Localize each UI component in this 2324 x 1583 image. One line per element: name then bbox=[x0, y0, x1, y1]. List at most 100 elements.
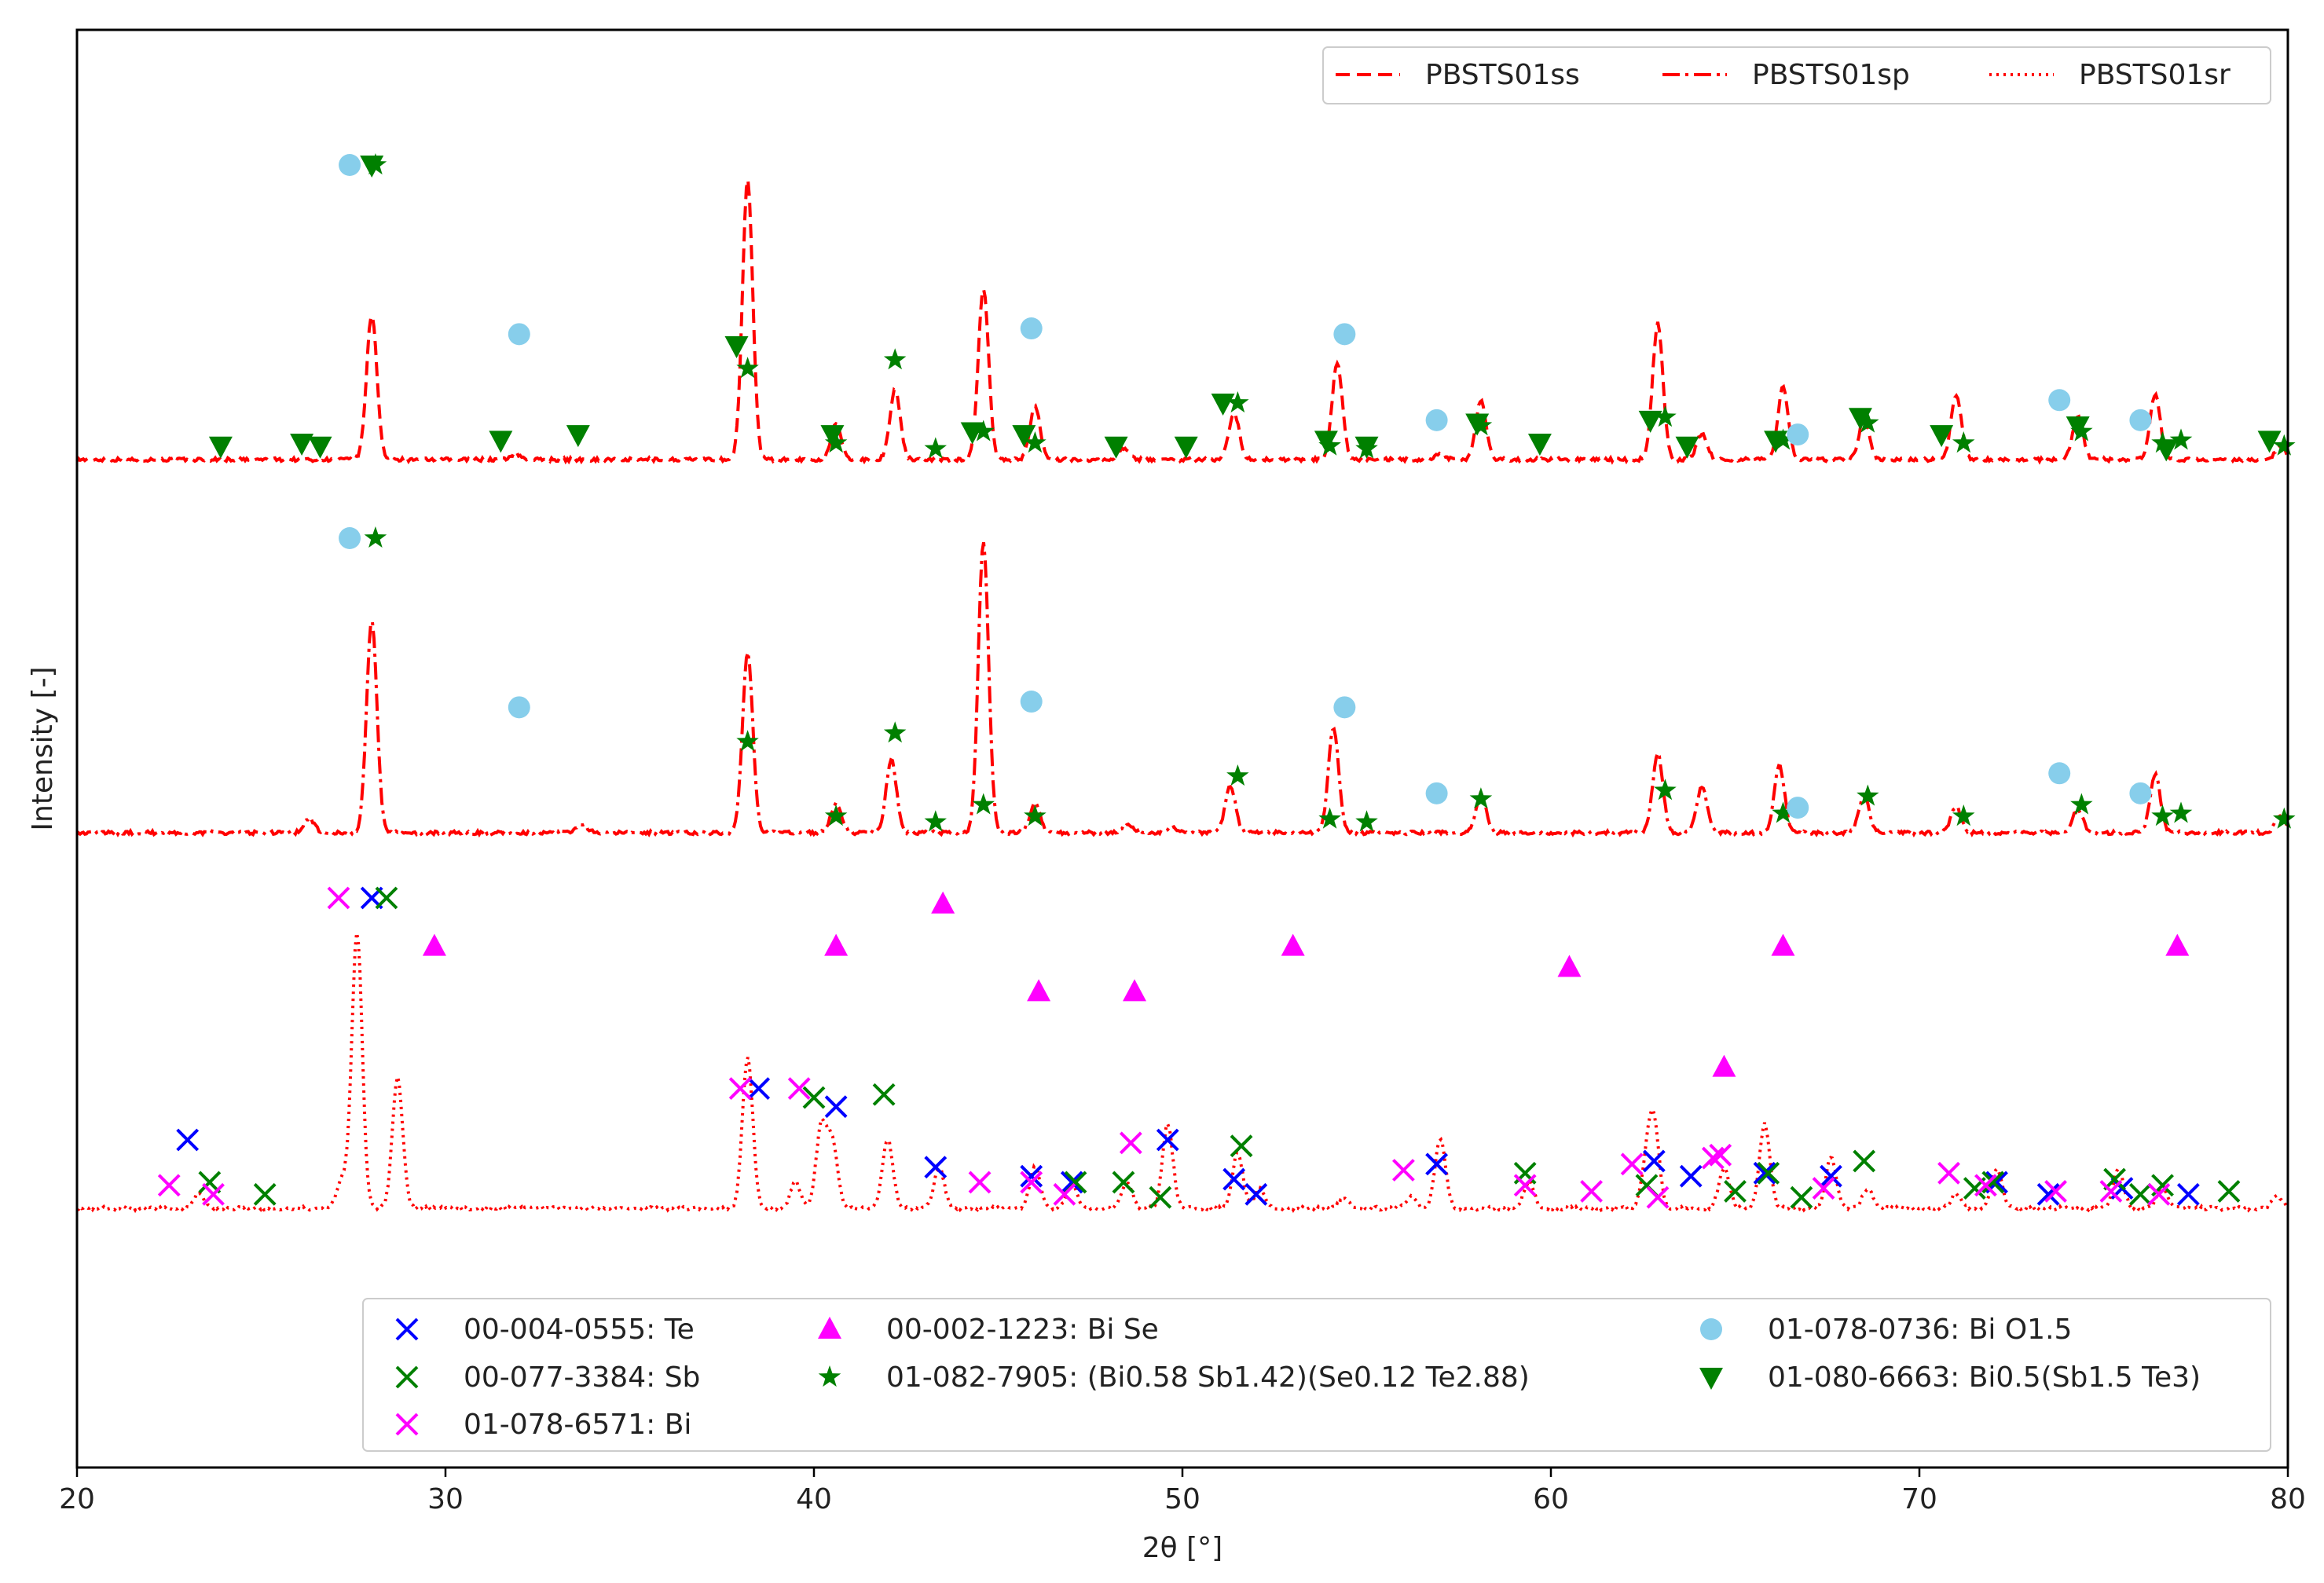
x-tick-label-6: 80 bbox=[2270, 1483, 2306, 1515]
ref-marker-01-078-6571-bi-2-10-stroke-b bbox=[1513, 1174, 1537, 1197]
ref-marker-01-078-6571-bi-2-17-stroke-b bbox=[1937, 1161, 1960, 1185]
ref-marker-01-078-6571-bi-2-5-stroke-b bbox=[968, 1171, 992, 1194]
ref-marker-01-082-7905-bi0-58-sb1-42-se0-12-te2-88-1-6 bbox=[1024, 804, 1047, 826]
ref-marker-01-078-6571-bi-2-15-stroke-b bbox=[1709, 1143, 1732, 1167]
ref-marker-01-080-6663-bi0-5-sb1-5-te3-0-8 bbox=[960, 422, 984, 445]
ref-marker-01-082-7905-bi0-58-sb1-42-se0-12-te2-88-0-18 bbox=[2273, 434, 2296, 456]
series-legend-label-pbsts01sr: PBSTS01sr bbox=[2079, 59, 2231, 91]
ref-marker-00-077-3384-sb-2-2-stroke-b bbox=[375, 886, 398, 910]
x-tick-label-1: 30 bbox=[427, 1483, 464, 1515]
ref-marker-00-004-0555-te-2-14-stroke-b bbox=[1820, 1164, 1842, 1188]
ref-marker-00-004-0555-te-2-3 bbox=[824, 1095, 848, 1119]
reference-legend-marker-01-078-6571-bi-stroke-b bbox=[395, 1413, 419, 1436]
x-tick-label-5: 70 bbox=[1901, 1483, 1937, 1515]
ref-marker-01-080-6663-bi0-5-sb1-5-te3-0-17 bbox=[1638, 410, 1662, 433]
reference-legend-marker-01-082-7905-bi0-58-sb1-42-se0-12-te2-88 bbox=[818, 1365, 841, 1387]
ref-marker-01-078-0736-bi-o1-5-0-1 bbox=[508, 323, 530, 346]
ref-marker-01-080-6663-bi0-5-sb1-5-te3-0-16 bbox=[1527, 434, 1552, 456]
ref-marker-00-077-3384-sb-2-1 bbox=[253, 1182, 277, 1206]
ref-marker-00-077-3384-sb-2-16 bbox=[1981, 1171, 2005, 1194]
ref-marker-00-004-0555-te-2-5-stroke-b bbox=[1020, 1164, 1043, 1188]
ref-marker-00-004-0555-te-2-9 bbox=[1244, 1182, 1268, 1206]
ref-marker-01-078-6571-bi-2-0-stroke-b bbox=[157, 1174, 181, 1197]
ref-marker-00-077-3384-sb-2-4 bbox=[872, 1083, 896, 1106]
ref-marker-01-082-7905-bi0-58-sb1-42-se0-12-te2-88-0-13 bbox=[1857, 411, 1879, 433]
ref-marker-00-002-1223-bi-se-2-0 bbox=[422, 933, 446, 956]
ref-marker-01-078-6571-bi-2-20 bbox=[2099, 1180, 2123, 1203]
ref-marker-00-002-1223-bi-se-2-7 bbox=[1712, 1054, 1736, 1077]
ref-marker-00-004-0555-te-2-11-stroke-b bbox=[1642, 1149, 1666, 1173]
ref-marker-01-078-6571-bi-2-18 bbox=[1974, 1174, 1997, 1197]
series-legend-label-pbsts01sp: PBSTS01sp bbox=[1752, 59, 1910, 91]
ref-marker-01-082-7905-bi0-58-sb1-42-se0-12-te2-88-0-7 bbox=[1226, 391, 1249, 413]
ref-marker-01-078-0736-bi-o1-5-1-6 bbox=[2048, 762, 2071, 785]
ref-marker-01-082-7905-bi0-58-sb1-42-se0-12-te2-88-0-5 bbox=[972, 420, 995, 442]
ref-marker-01-078-0736-bi-o1-5-1-0 bbox=[339, 527, 361, 549]
ref-marker-01-080-6663-bi0-5-sb1-5-te3-0-15 bbox=[1465, 413, 1490, 436]
ref-marker-01-078-6571-bi-2-9-stroke-b bbox=[1391, 1159, 1415, 1182]
series-legend-label-pbsts01ss: PBSTS01ss bbox=[1425, 59, 1580, 91]
ref-marker-01-078-0736-bi-o1-5-1-4 bbox=[1425, 782, 1448, 804]
ref-marker-00-004-0555-te-2-16 bbox=[2036, 1182, 2060, 1206]
ref-marker-01-082-7905-bi0-58-sb1-42-se0-12-te2-88-0-12 bbox=[1772, 428, 1794, 450]
ref-marker-01-078-0736-bi-o1-5-1-3 bbox=[1333, 696, 1356, 719]
ref-marker-01-078-6571-bi-2-1-stroke-b bbox=[202, 1182, 225, 1206]
ref-marker-01-080-6663-bi0-5-sb1-5-te3-0-1 bbox=[290, 434, 314, 456]
ref-marker-01-080-6663-bi0-5-sb1-5-te3-0-24 bbox=[2257, 431, 2282, 453]
ref-marker-00-004-0555-te-2-0-stroke-b bbox=[176, 1128, 200, 1152]
ref-marker-01-080-6663-bi0-5-sb1-5-te3-0-14 bbox=[1354, 436, 1379, 459]
ref-marker-00-004-0555-te-2-8 bbox=[1222, 1167, 1246, 1191]
ref-marker-01-078-0736-bi-o1-5-0-6 bbox=[2048, 389, 2071, 412]
ref-marker-01-078-6571-bi-2-8 bbox=[1119, 1131, 1142, 1155]
reference-legend: 00-004-0555: Te 00-077-3384: Sb 01-078-657… bbox=[362, 1298, 2271, 1452]
ref-marker-01-078-6571-bi-2-6 bbox=[1020, 1171, 1043, 1194]
ref-marker-00-004-0555-te-2-7 bbox=[1156, 1128, 1179, 1152]
ref-marker-01-080-6663-bi0-5-sb1-5-te3-0-0 bbox=[208, 436, 233, 459]
ref-marker-01-082-7905-bi0-58-sb1-42-se0-12-te2-88-1-1 bbox=[736, 730, 759, 752]
reference-legend-marker-01-080-6663-bi0-5-sb1-5-te3 bbox=[1699, 1368, 1723, 1390]
reference-legend-label-01-082-7905-bi0-58-sb1-42-se0-12-te2-88: 01-082-7905: (Bi0.58 Sb1.42)(Se0.12 Te2.… bbox=[886, 1361, 1530, 1394]
ref-marker-01-078-6571-bi-2-10 bbox=[1513, 1174, 1537, 1197]
ref-marker-01-078-6571-bi-2-21-stroke-b bbox=[2147, 1182, 2171, 1206]
ref-marker-01-078-6571-bi-2-18-stroke-b bbox=[1974, 1174, 1997, 1197]
ref-marker-01-082-7905-bi0-58-sb1-42-se0-12-te2-88-0-17 bbox=[2169, 428, 2193, 450]
ref-marker-00-002-1223-bi-se-2-8 bbox=[1771, 933, 1795, 956]
ref-marker-00-077-3384-sb-2-18 bbox=[2128, 1182, 2152, 1206]
ref-marker-01-078-6571-bi-2-11-stroke-b bbox=[1580, 1180, 1604, 1203]
ref-marker-01-082-7905-bi0-58-sb1-42-se0-12-te2-88-1-4 bbox=[924, 810, 947, 832]
ref-marker-00-077-3384-sb-2-6 bbox=[1112, 1171, 1135, 1194]
ref-marker-01-082-7905-bi0-58-sb1-42-se0-12-te2-88-1-10 bbox=[1469, 787, 1493, 809]
reference-legend-label-00-004-0555-te: 00-004-0555: Te bbox=[464, 1314, 695, 1346]
reference-legend-label-01-078-0736-bi-o1-5: 01-078-0736: Bi O1.5 bbox=[1768, 1314, 2072, 1346]
ref-marker-00-002-1223-bi-se-2-6 bbox=[1557, 955, 1582, 977]
ref-marker-01-078-6571-bi-2-17 bbox=[1937, 1161, 1960, 1185]
ref-marker-01-082-7905-bi0-58-sb1-42-se0-12-te2-88-1-13 bbox=[1857, 784, 1879, 806]
series-line-pbsts01ss bbox=[75, 179, 2289, 465]
ref-marker-01-078-0736-bi-o1-5-0-0 bbox=[339, 154, 361, 176]
ref-marker-01-080-6663-bi0-5-sb1-5-te3-0-12 bbox=[1211, 393, 1235, 416]
ref-marker-00-077-3384-sb-2-14-stroke-b bbox=[1853, 1149, 1876, 1173]
reference-legend-marker-01-078-6571-bi bbox=[395, 1413, 419, 1436]
ref-marker-01-082-7905-bi0-58-sb1-42-se0-12-te2-88-0-1 bbox=[736, 357, 759, 379]
ref-marker-01-078-6571-bi-2-8-stroke-b bbox=[1119, 1131, 1142, 1155]
ref-marker-00-004-0555-te-2-2-stroke-b bbox=[747, 1077, 771, 1100]
reference-legend-label-00-077-3384-sb: 00-077-3384: Sb bbox=[464, 1361, 700, 1394]
ref-marker-00-077-3384-sb-2-1-stroke-b bbox=[253, 1182, 277, 1206]
ref-marker-01-078-6571-bi-2-2 bbox=[327, 886, 350, 910]
ref-marker-01-078-0736-bi-o1-5-1-7 bbox=[2129, 782, 2152, 804]
ref-marker-00-077-3384-sb-2-11-stroke-b bbox=[1724, 1180, 1747, 1203]
ref-marker-01-082-7905-bi0-58-sb1-42-se0-12-te2-88-1-16 bbox=[2151, 804, 2174, 826]
ref-marker-01-082-7905-bi0-58-sb1-42-se0-12-te2-88-0-6 bbox=[1024, 431, 1047, 453]
ref-marker-01-082-7905-bi0-58-sb1-42-se0-12-te2-88-1-12 bbox=[1772, 801, 1794, 823]
ref-marker-01-078-6571-bi-2-4-stroke-b bbox=[787, 1077, 811, 1100]
ref-marker-01-078-0736-bi-o1-5-0-3 bbox=[1333, 323, 1356, 346]
ref-marker-01-078-6571-bi-2-7 bbox=[1053, 1182, 1076, 1206]
ref-marker-00-004-0555-te-2-13-stroke-b bbox=[1753, 1161, 1776, 1185]
ref-marker-00-077-3384-sb-2-8 bbox=[1230, 1134, 1253, 1158]
reference-legend-marker-00-077-3384-sb bbox=[395, 1365, 419, 1389]
ref-marker-00-004-0555-te-2-5 bbox=[1020, 1164, 1043, 1188]
ref-marker-00-004-0555-te-2-8-stroke-b bbox=[1222, 1167, 1246, 1191]
x-axis: 20 30 40 50 60 70 80 bbox=[59, 1468, 2306, 1515]
ref-marker-00-077-3384-sb-2-7 bbox=[1149, 1185, 1172, 1209]
